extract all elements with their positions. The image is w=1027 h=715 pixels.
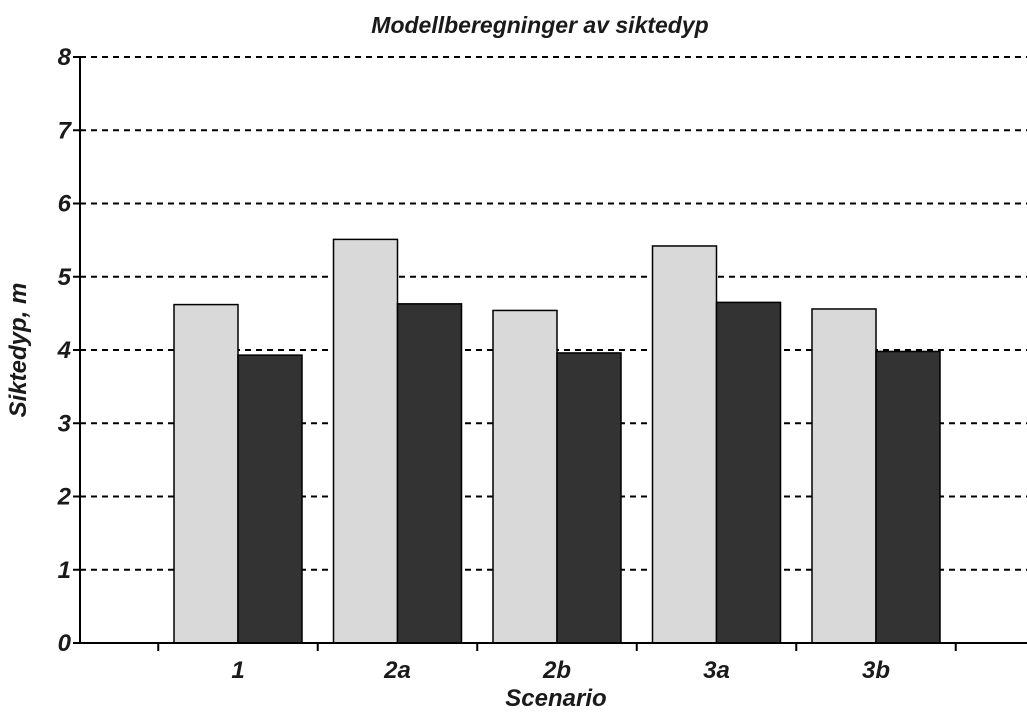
y-tick-label: 3 xyxy=(58,410,72,437)
x-tick-label: 3a xyxy=(703,657,730,684)
bar-2a-2 xyxy=(396,303,463,644)
x-tick-labels: 1 2a 2b 3a 3b xyxy=(157,643,957,684)
bar-2b-2 xyxy=(556,352,622,644)
y-tick-label: 5 xyxy=(58,264,72,291)
y-tick-label: 7 xyxy=(58,117,73,144)
x-tick-label: 1 xyxy=(231,657,244,684)
bar-3a-2 xyxy=(715,301,782,644)
bar-1-2 xyxy=(237,354,303,644)
y-axis-label: Siktedyp, m xyxy=(5,283,32,418)
bar-2b-1 xyxy=(492,309,558,644)
bar-1-1 xyxy=(173,303,239,644)
x-tick-label: 3b xyxy=(862,657,890,684)
chart-title: Modellberegninger av siktedyp xyxy=(371,12,708,38)
x-tick-label: 2b xyxy=(542,657,571,684)
y-tick-label: 1 xyxy=(58,557,71,584)
x-axis-label: Scenario xyxy=(505,685,606,712)
y-tick-label: 6 xyxy=(58,191,72,218)
bars xyxy=(173,238,941,644)
bar-3b-2 xyxy=(875,350,941,644)
y-tick-label: 8 xyxy=(58,44,72,71)
y-tick-label: 2 xyxy=(57,484,72,511)
x-tick-label: 2a xyxy=(383,657,411,684)
bar-3b-1 xyxy=(811,308,877,644)
bar-3a-1 xyxy=(651,245,718,644)
y-tick-labels: 0 1 2 3 4 5 6 7 8 xyxy=(57,44,80,657)
bar-2a-1 xyxy=(332,238,399,644)
y-tick-label: 0 xyxy=(58,630,72,657)
y-tick-label: 4 xyxy=(57,337,71,364)
